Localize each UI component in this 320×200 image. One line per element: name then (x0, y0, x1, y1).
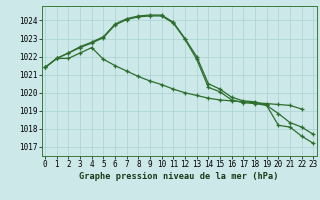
X-axis label: Graphe pression niveau de la mer (hPa): Graphe pression niveau de la mer (hPa) (79, 172, 279, 181)
